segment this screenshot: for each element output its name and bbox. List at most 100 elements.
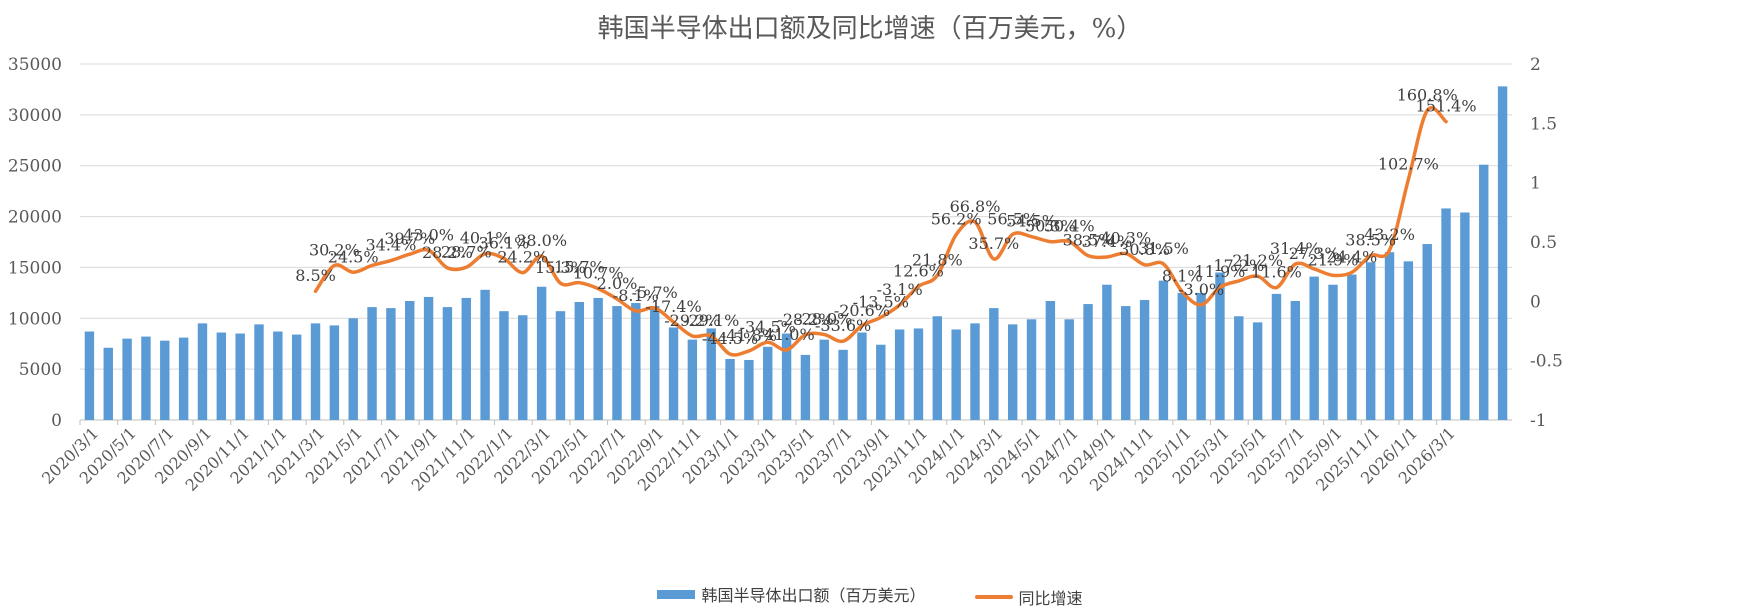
bar bbox=[480, 289, 490, 420]
bar bbox=[951, 329, 961, 420]
line-series bbox=[313, 106, 1448, 357]
data-label: 28.2% bbox=[422, 243, 473, 262]
bar bbox=[84, 331, 95, 420]
data-label: 24.5% bbox=[328, 247, 379, 266]
bar bbox=[1384, 252, 1395, 420]
data-label: 10.7% bbox=[573, 264, 624, 283]
left-tick-label: 15000 bbox=[8, 258, 62, 278]
bar bbox=[536, 286, 547, 420]
bar bbox=[1102, 284, 1112, 420]
data-label: -13.5% bbox=[853, 292, 909, 311]
bar bbox=[857, 332, 867, 420]
bar bbox=[838, 349, 848, 420]
bar bbox=[687, 339, 698, 420]
right-tick-label: 1 bbox=[1530, 174, 1541, 194]
bar bbox=[1441, 208, 1451, 420]
data-label: 30.8% bbox=[1119, 240, 1170, 259]
data-label: -34.5% bbox=[740, 317, 796, 336]
data-label: 35.7% bbox=[968, 234, 1019, 253]
data-label: 21.9% bbox=[1308, 250, 1359, 269]
bar bbox=[1215, 272, 1225, 420]
data-label: -20.6% bbox=[834, 301, 890, 320]
data-label: 38.0% bbox=[516, 231, 567, 250]
bar bbox=[631, 303, 641, 420]
right-tick-label: 1.5 bbox=[1530, 114, 1557, 134]
data-label: -8.1% bbox=[613, 286, 659, 305]
bar bbox=[103, 347, 113, 420]
bar bbox=[1347, 274, 1357, 420]
data-label: 39.7% bbox=[384, 229, 435, 248]
bar bbox=[1252, 322, 1263, 420]
data-label: 66.8% bbox=[950, 197, 1001, 216]
data-label: -28.2% bbox=[777, 310, 833, 329]
bar bbox=[1328, 284, 1338, 420]
data-label: 102.7% bbox=[1378, 154, 1439, 173]
chart-title: 韩国半导体出口额及同比增速（百万美元，%） bbox=[597, 14, 1143, 44]
data-label: 151.4% bbox=[1416, 97, 1477, 116]
bar bbox=[329, 325, 340, 420]
bar-series bbox=[84, 86, 1508, 421]
bar bbox=[1309, 276, 1319, 420]
data-label: 11.9% bbox=[1195, 262, 1246, 281]
bar bbox=[122, 338, 132, 420]
bar bbox=[913, 328, 924, 420]
yoy-line bbox=[313, 106, 1448, 357]
bar bbox=[800, 354, 811, 420]
data-label: 28.7% bbox=[441, 242, 492, 261]
bar bbox=[1271, 293, 1282, 420]
bar bbox=[1497, 86, 1508, 421]
bar bbox=[499, 311, 509, 420]
data-label: 43.0% bbox=[403, 225, 454, 244]
data-label: -29.1% bbox=[683, 311, 739, 330]
bar bbox=[1045, 300, 1056, 420]
bar bbox=[1026, 319, 1037, 420]
left-tick-label: 5000 bbox=[19, 360, 62, 380]
data-label: 160.8% bbox=[1397, 86, 1458, 105]
data-label: 43.2% bbox=[1364, 225, 1415, 244]
data-labels: 8.5%30.2%24.5%34.4%39.7%43.0%28.2%28.7%4… bbox=[295, 86, 1476, 349]
right-tick-label: -1 bbox=[1530, 411, 1547, 431]
data-label: 21.2% bbox=[1232, 251, 1283, 270]
left-tick-label: 30000 bbox=[8, 106, 62, 126]
bar bbox=[1290, 300, 1301, 420]
data-label: 12.6% bbox=[893, 261, 944, 280]
bar bbox=[386, 308, 396, 420]
data-label: 2.0% bbox=[597, 274, 638, 293]
data-label: 30.2% bbox=[309, 240, 360, 259]
bar bbox=[1479, 164, 1489, 420]
bar bbox=[555, 311, 566, 420]
data-label: 31.5% bbox=[1138, 239, 1189, 258]
data-label: 38.5% bbox=[1063, 231, 1114, 250]
left-tick-label: 25000 bbox=[8, 157, 62, 177]
data-label: 15.3% bbox=[535, 258, 586, 277]
bar bbox=[1234, 316, 1244, 420]
bar bbox=[574, 302, 585, 420]
x-axis: 2020/3/12020/5/12020/7/12020/9/12020/11/… bbox=[38, 420, 1459, 495]
data-label: 54.5% bbox=[1006, 212, 1057, 231]
bar bbox=[310, 323, 321, 420]
data-label: -33.6% bbox=[815, 316, 871, 335]
bar bbox=[178, 337, 189, 420]
data-label: 27.3% bbox=[1289, 244, 1340, 263]
bar bbox=[367, 307, 377, 420]
bar bbox=[518, 315, 528, 420]
legend-item-bars[interactable]: 韩国半导体出口额（百万美元） bbox=[657, 582, 925, 606]
legend-item-line[interactable]: 同比增速 bbox=[974, 585, 1083, 609]
bar bbox=[819, 339, 829, 420]
legend-bar-swatch bbox=[657, 589, 696, 599]
data-label: -17.4% bbox=[645, 297, 701, 316]
data-label: 15.7% bbox=[554, 258, 605, 277]
data-label: 40.3% bbox=[1100, 229, 1151, 248]
bar bbox=[1403, 261, 1414, 420]
bar bbox=[781, 333, 792, 420]
bar bbox=[593, 297, 603, 420]
data-label: 24.2% bbox=[497, 248, 548, 267]
right-tick-label: 0.5 bbox=[1530, 233, 1557, 253]
legend-bar-label: 韩国半导体出口额（百万美元） bbox=[701, 586, 926, 605]
bar bbox=[725, 358, 735, 420]
bar bbox=[1460, 212, 1470, 420]
data-label: -41.8% bbox=[721, 326, 777, 345]
data-label: -5.7% bbox=[632, 283, 678, 302]
data-label: 37.4% bbox=[1081, 232, 1132, 251]
bar bbox=[423, 296, 434, 420]
